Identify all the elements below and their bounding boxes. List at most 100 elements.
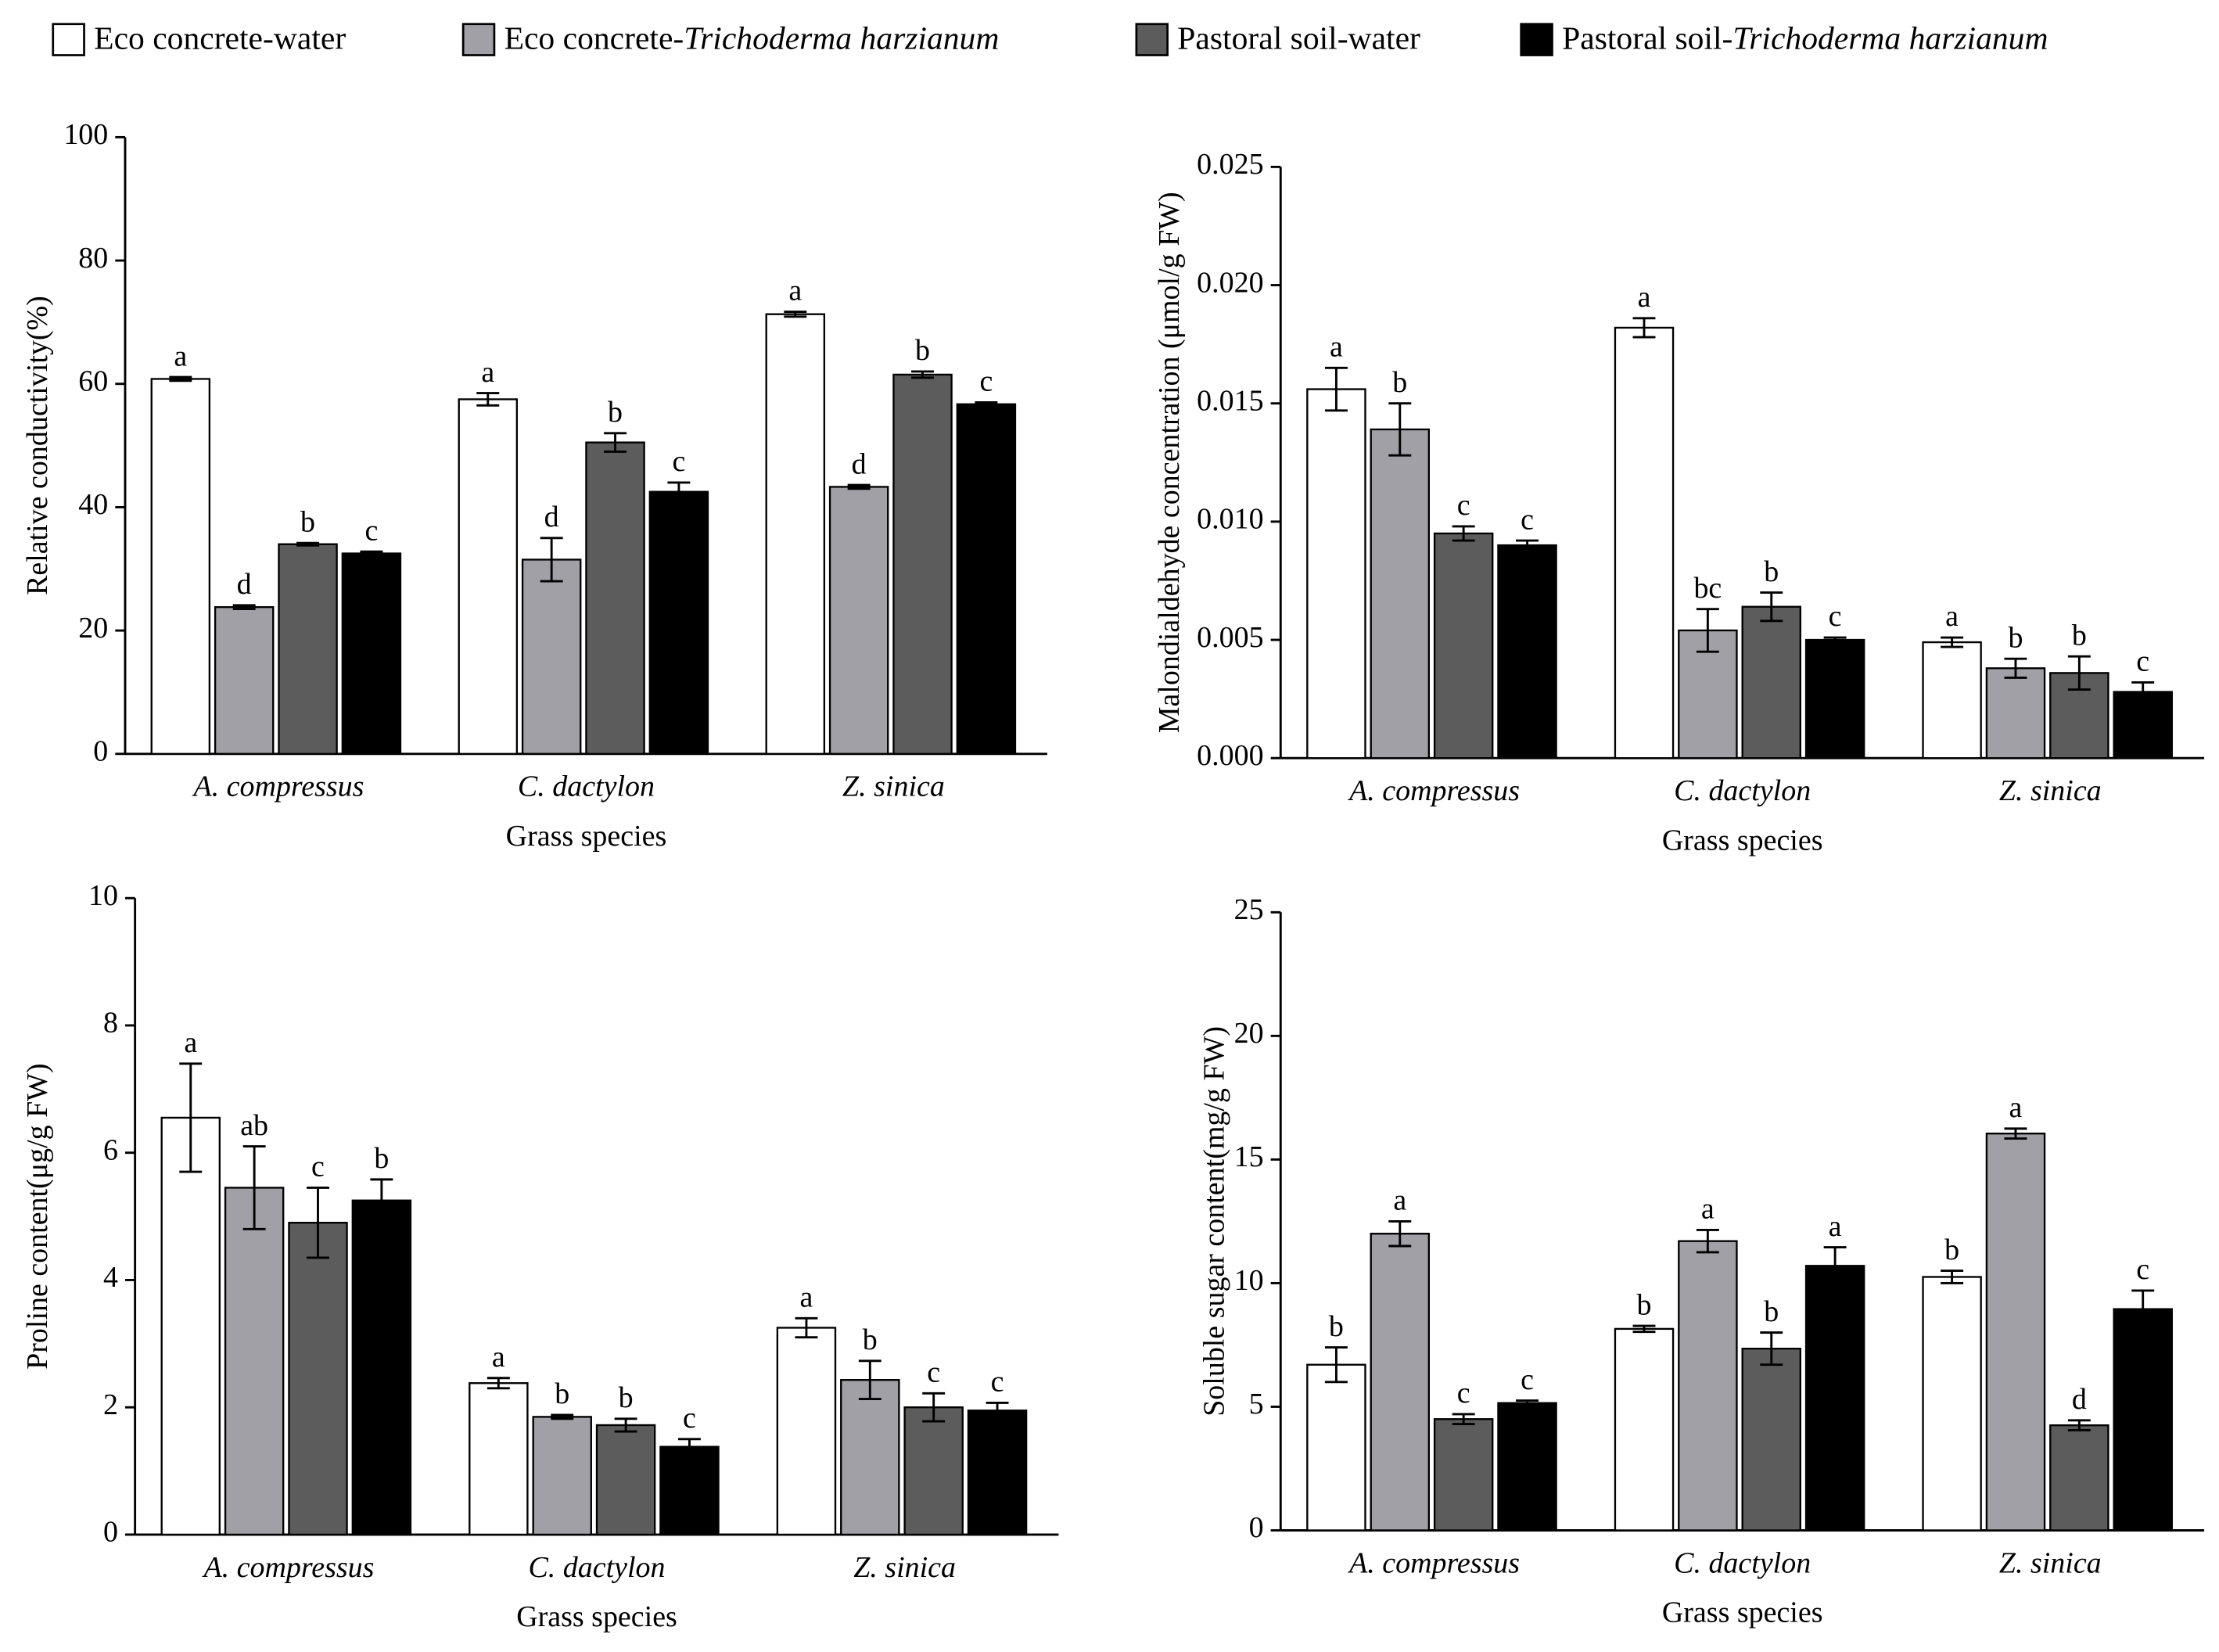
y-tick-label: 25: [1234, 893, 1264, 926]
y-tick-label: 8: [103, 1007, 118, 1040]
bar: [776, 1327, 837, 1536]
significance-letter: c: [2136, 645, 2149, 678]
significance-letter: a: [800, 1280, 813, 1313]
bar: [1306, 1363, 1366, 1532]
significance-letter: c: [1457, 489, 1470, 522]
x-tick-label: A. compressus: [1347, 1546, 1520, 1579]
legend-swatch: [1520, 23, 1553, 56]
y-tick-label: 40: [78, 488, 108, 521]
y-axis-label: Soluble sugar content(mg/g FW): [1198, 1026, 1231, 1417]
bar: [1433, 532, 1494, 760]
legend-label: Eco concrete-Trichoderma harzianum: [504, 20, 1000, 56]
significance-letter: c: [1521, 503, 1534, 536]
significance-letter: b: [1392, 366, 1407, 399]
bar: [892, 373, 953, 755]
bar: [840, 1379, 900, 1536]
y-tick-label: 0.015: [1197, 384, 1263, 417]
y-tick-label: 0.025: [1197, 148, 1263, 181]
bar: [585, 441, 645, 755]
y-tick-label: 100: [63, 118, 108, 151]
bar: [1497, 1402, 1557, 1532]
legend-label: Pastoral soil-water: [1177, 20, 1420, 56]
x-tick-label: Z. sinica: [1999, 1546, 2102, 1579]
x-tick-label: C. dactylon: [1674, 1546, 1811, 1579]
significance-letter: c: [1829, 600, 1842, 633]
y-tick-label: 0: [93, 734, 108, 767]
significance-letter: c: [991, 1366, 1004, 1399]
legend-label: Pastoral soil-Trichoderma harzianum: [1562, 20, 2048, 56]
significance-letter: b: [1764, 555, 1779, 588]
significance-letter: a: [1393, 1184, 1406, 1217]
y-tick-label: 60: [78, 365, 108, 397]
bar: [1985, 1133, 2046, 1532]
significance-letter: a: [1945, 600, 1959, 633]
bar: [765, 313, 826, 755]
y-tick-label: 5: [1249, 1388, 1264, 1420]
significance-letter: bc: [1693, 572, 1722, 605]
x-tick-label: Z. sinica: [1999, 774, 2102, 807]
bar: [1614, 326, 1675, 760]
significance-letter: a: [184, 1026, 197, 1059]
bar: [278, 543, 338, 755]
bar: [2113, 1308, 2173, 1532]
bar: [469, 1382, 529, 1536]
bar: [1370, 1233, 1431, 1532]
bar: [1741, 1348, 1801, 1532]
x-tick-label: A. compressus: [1347, 774, 1520, 807]
x-axis-label: Grass species: [1662, 1596, 1823, 1629]
significance-letter: a: [1330, 331, 1343, 364]
bar: [1804, 1265, 1865, 1532]
significance-letter: b: [1944, 1234, 1959, 1266]
significance-letter: b: [555, 1377, 569, 1410]
significance-letter: a: [492, 1341, 505, 1374]
bar: [595, 1424, 656, 1536]
significance-letter: c: [2136, 1253, 2149, 1286]
bar: [828, 486, 889, 755]
y-tick-label: 15: [1234, 1140, 1264, 1173]
x-tick-label: Z. sinica: [853, 1551, 956, 1584]
y-axis-label: Malondialdehyde concentration (μmol/g FW…: [1153, 192, 1186, 733]
x-axis-label: Grass species: [1662, 824, 1823, 857]
significance-letter: c: [364, 514, 378, 547]
y-tick-label: 10: [88, 879, 118, 912]
significance-letter: a: [1701, 1193, 1715, 1226]
significance-letter: ab: [240, 1109, 268, 1142]
bar: [903, 1406, 964, 1536]
x-tick-label: C. dactylon: [518, 770, 655, 803]
bar: [1922, 641, 1982, 760]
bar: [224, 1187, 285, 1536]
significance-letter: b: [1637, 1288, 1652, 1321]
legend-name-italic: Trichoderma harzianum: [684, 20, 999, 56]
bar: [956, 403, 1017, 755]
bar: [2049, 1424, 2109, 1532]
significance-letter: b: [2072, 619, 2087, 652]
legend-name: Pastoral soil-water: [1177, 20, 1420, 56]
bar: [659, 1446, 720, 1536]
y-tick-label: 2: [103, 1388, 118, 1421]
significance-letter: c: [311, 1151, 325, 1183]
bar: [648, 490, 709, 755]
y-axis-label: Proline content(μg/g FW): [21, 1063, 54, 1370]
y-tick-label: 80: [78, 242, 108, 275]
y-tick-label: 0.000: [1197, 739, 1263, 772]
bar: [1678, 1240, 1738, 1532]
bar: [1497, 544, 1557, 760]
bar: [1985, 667, 2046, 760]
y-tick-label: 4: [103, 1261, 118, 1294]
significance-letter: d: [544, 501, 559, 533]
significance-letter: d: [852, 447, 867, 480]
legend-swatch: [461, 23, 496, 56]
legend-label: Eco concrete-water: [94, 20, 346, 56]
y-tick-label: 10: [1234, 1264, 1264, 1297]
bar: [967, 1410, 1028, 1536]
legend-name: Pastoral soil-: [1562, 20, 1732, 56]
bar: [288, 1222, 348, 1536]
legend-name: Eco concrete-: [504, 20, 684, 56]
bar: [2113, 691, 2173, 760]
bar: [1370, 428, 1431, 760]
significance-letter: c: [979, 365, 993, 398]
significance-letter: a: [1829, 1210, 1842, 1243]
y-tick-label: 0.005: [1197, 621, 1263, 654]
bar: [150, 378, 211, 755]
significance-letter: b: [1764, 1295, 1779, 1328]
